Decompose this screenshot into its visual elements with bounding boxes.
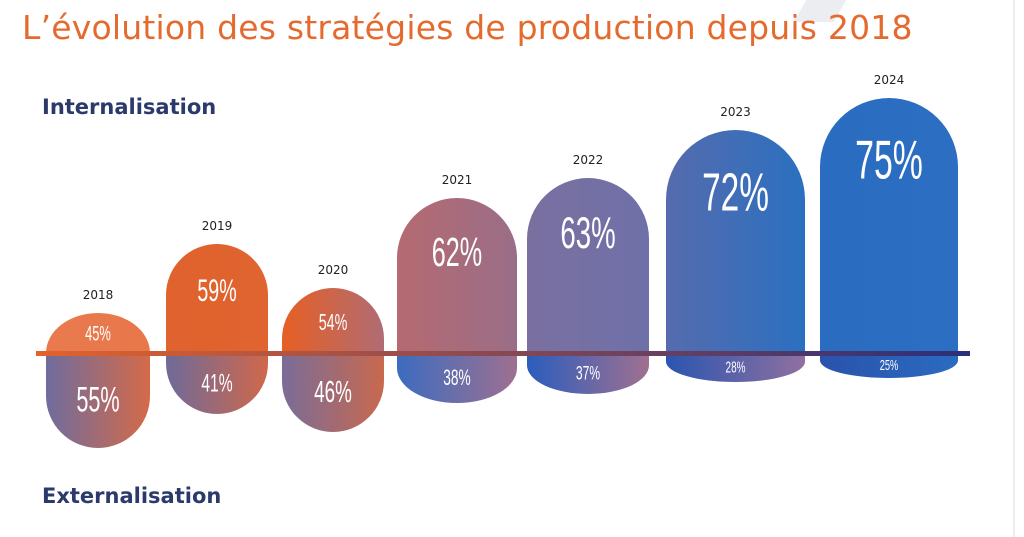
bar-internalisation-2021 — [397, 198, 517, 353]
bar-internalisation-2022 — [527, 178, 649, 353]
bar-internalisation-2024 — [820, 98, 958, 353]
value-label-externalisation: 28% — [726, 358, 746, 376]
bar-group-2019: 2019 59% 41% — [166, 219, 268, 414]
year-label: 2018 — [83, 288, 114, 302]
year-label: 2023 — [720, 105, 751, 119]
value-label-externalisation: 41% — [201, 370, 232, 398]
value-label-internalisation: 45% — [85, 321, 111, 345]
bar-externalisation-2024 — [820, 353, 958, 378]
value-label-internalisation: 72% — [702, 161, 769, 222]
bar-internalisation-2020 — [282, 288, 384, 353]
page-edge — [1013, 0, 1015, 537]
bar-externalisation-2022 — [527, 353, 649, 394]
bar-group-2024: 2024 75% 25% — [820, 73, 958, 378]
bar-group-2018: 2018 45% 55% — [46, 288, 150, 448]
value-label-externalisation: 38% — [443, 364, 470, 389]
value-label-externalisation: 37% — [576, 363, 600, 385]
year-label: 2020 — [318, 263, 349, 277]
value-label-externalisation: 46% — [314, 375, 352, 409]
series-label-internalisation: Internalisation — [42, 95, 217, 119]
value-label-externalisation: 25% — [880, 357, 899, 374]
year-label: 2024 — [874, 73, 905, 87]
series-label-externalisation: Externalisation — [42, 484, 222, 508]
bar-externalisation-2023 — [666, 353, 805, 383]
value-label-internalisation: 59% — [197, 272, 236, 308]
year-label: 2021 — [442, 173, 473, 187]
value-label-internalisation: 54% — [319, 311, 348, 336]
bar-externalisation-2018 — [46, 353, 150, 448]
year-label: 2022 — [573, 153, 604, 167]
value-label-internalisation: 75% — [855, 129, 923, 190]
bar-group-2020: 2020 54% 46% — [282, 263, 384, 432]
bar-internalisation-2023 — [666, 130, 805, 353]
year-label: 2019 — [202, 219, 233, 233]
bar-internalisation-2019 — [166, 244, 268, 353]
bar-group-2022: 2022 63% 37% — [527, 153, 649, 394]
chart-title: L’évolution des stratégies de production… — [22, 8, 913, 47]
bar-group-2023: 2023 72% 28% — [666, 105, 805, 383]
baseline-axis — [36, 351, 970, 356]
bar-externalisation-2021 — [397, 353, 517, 403]
bar-internalisation-2018 — [46, 313, 150, 353]
bar-externalisation-2019 — [166, 353, 268, 414]
bar-externalisation-2020 — [282, 353, 384, 432]
value-label-externalisation: 55% — [76, 381, 119, 419]
bar-group-2021: 2021 62% 38% — [397, 173, 517, 403]
value-label-internalisation: 63% — [560, 207, 615, 257]
value-label-internalisation: 62% — [432, 230, 482, 276]
